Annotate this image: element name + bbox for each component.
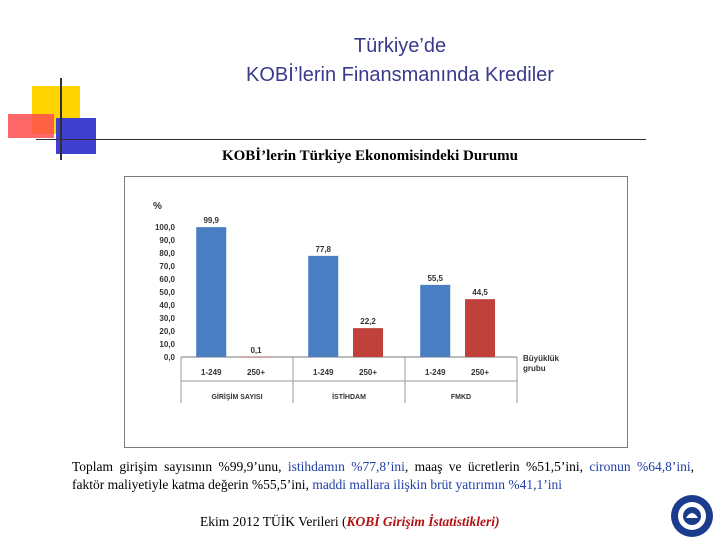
group-label: FMKD [451,394,471,401]
source-prefix: Ekim 2012 TÜİK Verileri ( [200,514,347,529]
summary-text-3: , maaş ve ücretlerin %51,5’ini, [404,459,590,474]
x-tick-label: 1-249 [313,368,334,377]
decor-blue-square [56,118,96,154]
y-tick-label: 10,0 [159,340,175,349]
y-axis-label: % [153,201,162,212]
x-tick-label: 250+ [471,368,489,377]
summary-text-4: cironun %64,8’ini [589,459,691,474]
summary-text-2: istihdamın %77,8’ini [287,459,405,474]
bar-value-label: 0,1 [250,346,262,355]
summary-text-6: maddi mallara ilişkin brüt yatırımın %41… [312,477,563,492]
bar-value-label: 77,8 [315,245,331,254]
y-tick-label: 90,0 [159,236,175,245]
summary-text-5: , faktör maliyetiyle katma değerin %55,5… [72,459,694,492]
y-tick-label: 100,0 [155,223,176,232]
bar-small-firms [308,255,339,357]
y-tick-label: 50,0 [159,288,175,297]
decor-horizontal-line [36,139,646,140]
summary-text-1: Toplam girişim sayısının %99,9’unu, [72,459,288,474]
y-tick-label: 70,0 [159,262,175,271]
x-tick-label: 250+ [359,368,377,377]
university-seal-logo [671,495,713,537]
bar-value-label: 99,9 [203,216,219,225]
x-axis-title-line1: Büyüklük [523,354,560,363]
bar-small-firms [196,227,227,357]
y-tick-label: 0,0 [164,353,176,362]
chart-title: KOBİ’lerin Türkiye Ekonomisindeki Durumu [221,148,519,164]
x-tick-label: 1-249 [425,368,446,377]
slide-title-line2: KOBİ’lerin Finansmanında Krediler [246,64,554,86]
source-line: Ekim 2012 TÜİK Verileri (KOBİ Girişim İs… [200,514,500,530]
x-axis-title-line2: grubu [523,364,546,373]
chart-frame: 0,0 10,0 20,0 30,0 40,0 50,0 60,0 70,0 80,0 90,0 1… [124,176,628,448]
y-tick-label: 20,0 [159,327,175,336]
slide-title-line1: Türkiye’de [353,35,447,57]
y-tick-label: 80,0 [159,249,175,258]
bar-large-firms [241,356,272,358]
group-label: GİRİŞİM SAYISI [211,393,262,401]
bar-value-label: 44,5 [472,288,488,297]
bar-value-label: 22,2 [360,317,376,326]
source-emphasis: KOBİ Girişim İstatistikleri) [346,514,500,529]
summary-paragraph: Toplam girişim sayısının %99,9’unu, isti… [72,458,694,494]
group-label: İSTİHDAM [332,393,366,401]
y-tick-label: 60,0 [159,275,175,284]
decor-red-bar [8,114,54,138]
x-tick-label: 1-249 [201,368,222,377]
bar-large-firms [465,299,496,357]
x-tick-label: 250+ [247,368,265,377]
bar-small-firms [420,284,451,357]
bar-large-firms [353,328,384,357]
decor-vertical-line [60,78,62,160]
bar-chart: 0,0 10,0 20,0 30,0 40,0 50,0 60,0 70,0 80,0 90,0 1… [153,201,560,403]
y-tick-label: 30,0 [159,314,175,323]
bar-value-label: 55,5 [427,274,443,283]
y-tick-label: 40,0 [159,301,175,310]
